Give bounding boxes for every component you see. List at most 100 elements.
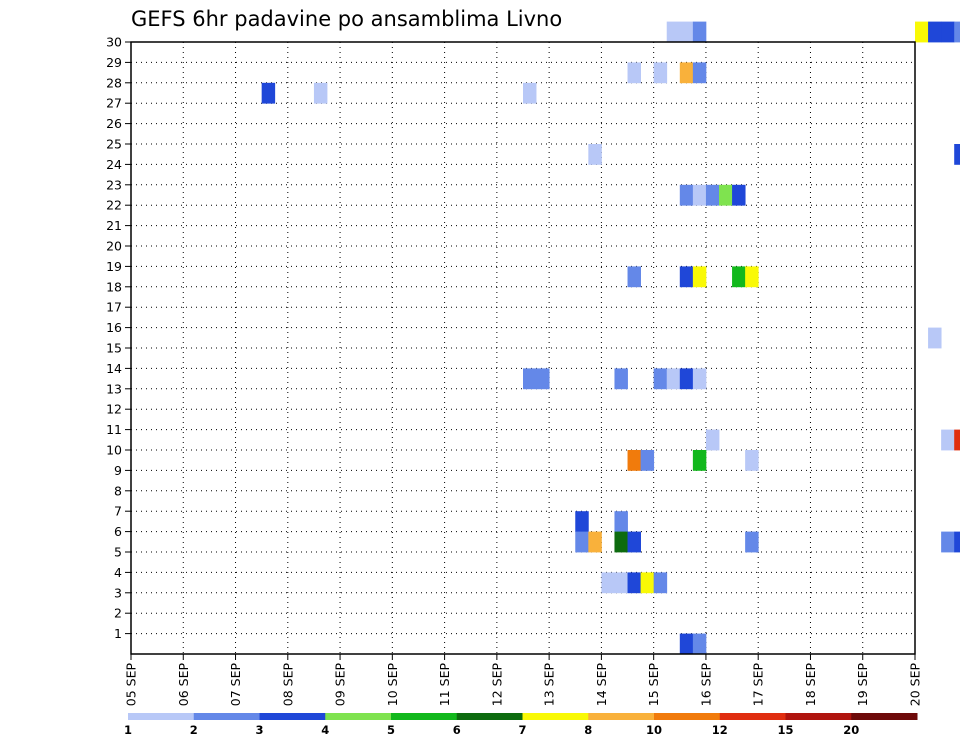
precip-cell (614, 572, 628, 594)
x-tick-label: 05 SEP (124, 663, 139, 707)
precip-cell (679, 184, 694, 206)
precip-cell (523, 368, 537, 390)
x-tick-label: 17 SEP (751, 663, 766, 707)
precip-cell (575, 511, 589, 532)
colorbar-swatch (851, 713, 918, 720)
y-axis-ticks: 1234567891011121314151617181920212223242… (106, 35, 131, 641)
precip-cell (954, 531, 960, 553)
precip-cell (954, 144, 960, 165)
precip-cell (627, 62, 641, 84)
precip-cell (627, 572, 641, 594)
x-tick-label: 16 SEP (698, 663, 713, 707)
colorbar-swatch (785, 713, 852, 720)
y-tick-label: 30 (106, 35, 122, 50)
plot-frame (130, 41, 916, 655)
precip-cell (692, 368, 707, 390)
y-tick-label: 26 (106, 116, 122, 131)
precip-cell (954, 21, 960, 43)
x-tick-label: 13 SEP (542, 663, 557, 707)
precip-cell (313, 82, 328, 104)
y-tick-label: 25 (106, 137, 122, 152)
colorbar-label: 5 (387, 723, 395, 737)
y-tick-label: 13 (106, 381, 122, 396)
precip-cell (692, 633, 707, 655)
x-axis-ticks: 05 SEP 06 SEP 07 SEP 08 SEP 09 SEP 10 SEP 11 S… (124, 654, 923, 706)
precip-cell (679, 266, 694, 288)
colorbar-label: 10 (646, 723, 662, 737)
colorbar-label: 7 (518, 723, 526, 737)
y-tick-label: 6 (114, 524, 122, 539)
y-tick-label: 15 (106, 341, 122, 356)
colorbar-label: 12 (712, 723, 728, 737)
chart-title: GEFS 6hr padavine po ansamblima Livno (131, 7, 562, 31)
x-tick-label: 14 SEP (594, 663, 609, 707)
y-tick-label: 9 (114, 463, 122, 478)
x-tick-label: 19 SEP (855, 663, 870, 707)
colorbar-label: 2 (190, 723, 198, 737)
precip-cell (261, 82, 276, 104)
precip-cell (705, 429, 720, 451)
precip-cell (627, 531, 641, 553)
y-tick-label: 12 (106, 402, 122, 417)
precip-cell (614, 368, 628, 390)
x-tick-label: 12 SEP (489, 663, 504, 707)
precip-cell (745, 450, 759, 471)
colorbar-label: 8 (584, 723, 592, 737)
colorbar-swatch (588, 713, 655, 720)
color-legend: 1 2 3 4 5 6 7 8 10 12 15 20 (124, 713, 918, 737)
precip-cell (614, 531, 628, 553)
precip-cell (928, 21, 942, 43)
x-tick-label: 15 SEP (646, 663, 661, 707)
x-tick-label: 09 SEP (333, 663, 348, 707)
precip-cell (653, 368, 668, 390)
precip-cell (941, 429, 955, 451)
precipitation-cells (261, 21, 960, 655)
precip-cell (745, 266, 759, 288)
precip-cell (679, 62, 694, 84)
precip-cell (705, 184, 720, 206)
colorbar-label: 15 (777, 723, 793, 737)
y-tick-label: 28 (106, 75, 122, 90)
precip-cell (666, 368, 681, 390)
precip-cell (666, 21, 681, 43)
x-tick-label: 18 SEP (803, 663, 818, 707)
x-tick-label: 10 SEP (385, 663, 400, 707)
y-tick-label: 27 (106, 96, 122, 111)
precip-cell (745, 531, 759, 553)
y-tick-label: 19 (106, 259, 122, 274)
precip-cell (653, 62, 668, 84)
precip-cell (732, 266, 746, 288)
y-tick-label: 17 (106, 300, 122, 315)
y-tick-label: 7 (114, 504, 122, 519)
colorbar-label: 6 (453, 723, 461, 737)
y-tick-label: 1 (114, 626, 122, 641)
y-tick-label: 20 (106, 239, 122, 254)
grid-lines (131, 42, 915, 654)
precip-cell (692, 266, 707, 288)
y-tick-label: 18 (106, 279, 122, 294)
y-tick-label: 4 (114, 565, 122, 580)
precip-cell (523, 82, 537, 104)
y-tick-label: 3 (114, 585, 122, 600)
y-tick-label: 11 (106, 422, 122, 437)
x-tick-label: 06 SEP (176, 663, 191, 707)
precip-cell (536, 368, 550, 390)
y-tick-label: 29 (106, 55, 122, 70)
precip-cell (614, 511, 628, 532)
precip-cell (588, 531, 602, 553)
precip-cell (692, 450, 707, 471)
precip-cell (941, 21, 955, 43)
colorbar-swatch (654, 713, 721, 720)
colorbar-label: 3 (255, 723, 263, 737)
precip-cell (692, 184, 707, 206)
precip-cell (692, 21, 707, 43)
precip-cell (719, 184, 733, 206)
y-tick-label: 2 (114, 606, 122, 621)
precip-cell (627, 450, 641, 471)
precip-cell (692, 62, 707, 84)
precip-cell (679, 368, 694, 390)
precip-cell (601, 572, 615, 594)
precip-cell (954, 429, 960, 451)
precip-cell (627, 266, 641, 288)
